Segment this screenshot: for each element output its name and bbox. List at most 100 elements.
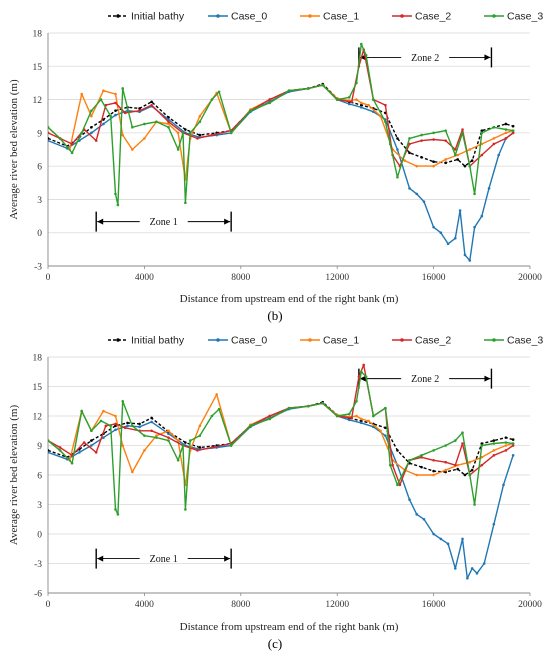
data-point [143,122,146,126]
data-point [468,259,472,262]
data-point [126,421,129,425]
legend-entry-label: Initial bathy [131,335,185,347]
x-tick-label: 20000 [518,600,542,610]
data-point [453,567,457,570]
y-tick-label: 12 [33,413,43,423]
data-point [432,469,435,473]
zone-arrowhead-right [484,54,491,61]
series-line [48,371,514,515]
zone-label: Zone 1 [150,554,178,565]
data-point [150,416,153,420]
data-point [48,451,50,454]
data-point [384,103,387,107]
data-point [210,414,214,418]
data-point [335,414,339,418]
x-tick-label: 12000 [325,273,349,283]
y-tick-label: 15 [33,63,43,73]
legend-marker [116,14,120,18]
data-point [492,439,496,442]
data-point [504,128,508,131]
data-point [453,148,457,151]
data-point [511,444,515,447]
data-point [80,92,84,96]
data-point [420,139,423,142]
data-point [114,101,117,105]
data-point [198,434,202,437]
data-point [408,458,411,462]
legend-marker [492,14,496,18]
data-point [181,444,185,447]
series-line [48,393,514,486]
data-point [94,139,98,142]
data-point [473,503,476,506]
series-case_0 [48,401,515,580]
legend-entry-label: Initial bathy [131,11,185,23]
data-point [432,131,435,135]
data-point [396,137,399,140]
data-point [155,434,158,437]
data-point [210,98,214,101]
data-point [126,424,129,428]
chart-panel-b: -3 0 3 6 9 12 15 18 0 4000 8000 12000 16000 20000 Dist… [8,11,543,324]
data-point [167,122,170,126]
data-point [504,441,508,444]
legend-marker [308,338,312,342]
data-point [138,107,141,110]
data-point [155,436,158,439]
data-point [58,137,62,140]
data-point [48,439,50,442]
data-point [396,175,399,179]
data-point [70,142,74,146]
data-point [167,116,170,119]
data-point [463,253,467,257]
x-tick-label: 16000 [422,600,446,610]
data-point [444,158,447,161]
data-point [48,449,50,452]
x-tick-label: 16000 [422,273,446,283]
data-point [444,460,447,464]
data-point [388,463,392,467]
data-point [167,429,170,433]
data-point [444,470,447,474]
legend-entry-label: Case_2 [415,335,451,347]
data-point [188,439,192,442]
data-point [432,449,435,452]
y-tick-label: 6 [37,163,42,173]
x-tick-label: 0 [46,600,51,610]
data-point [58,446,62,449]
data-point [350,100,353,104]
data-point [461,431,464,435]
data-point [446,542,450,546]
data-point [167,436,170,439]
data-point [422,200,426,203]
data-point [268,98,272,101]
data-point [492,454,496,457]
data-point [468,460,472,464]
data-point [470,567,474,570]
data-point [114,92,117,96]
zone-arrowhead-right [224,218,231,225]
data-point [420,456,423,459]
data-point [184,128,187,131]
legend-entry-label: Case_3 [507,335,543,347]
data-point [504,449,508,452]
data-point [439,231,443,235]
data-point [470,468,474,472]
data-point [415,473,419,477]
data-point [198,114,202,118]
data-point [456,158,460,161]
data-point [466,576,469,580]
data-point [114,192,117,196]
x-tick-label: 0 [46,273,51,283]
data-point [249,424,252,428]
legend-entry-label: Case_3 [507,11,543,23]
data-point [468,164,472,168]
data-point [138,425,141,429]
data-point [104,424,108,428]
data-point [116,513,120,516]
data-point [347,96,351,99]
data-point [480,463,484,467]
data-point [347,412,351,416]
data-point [184,201,187,205]
data-point [415,192,419,196]
